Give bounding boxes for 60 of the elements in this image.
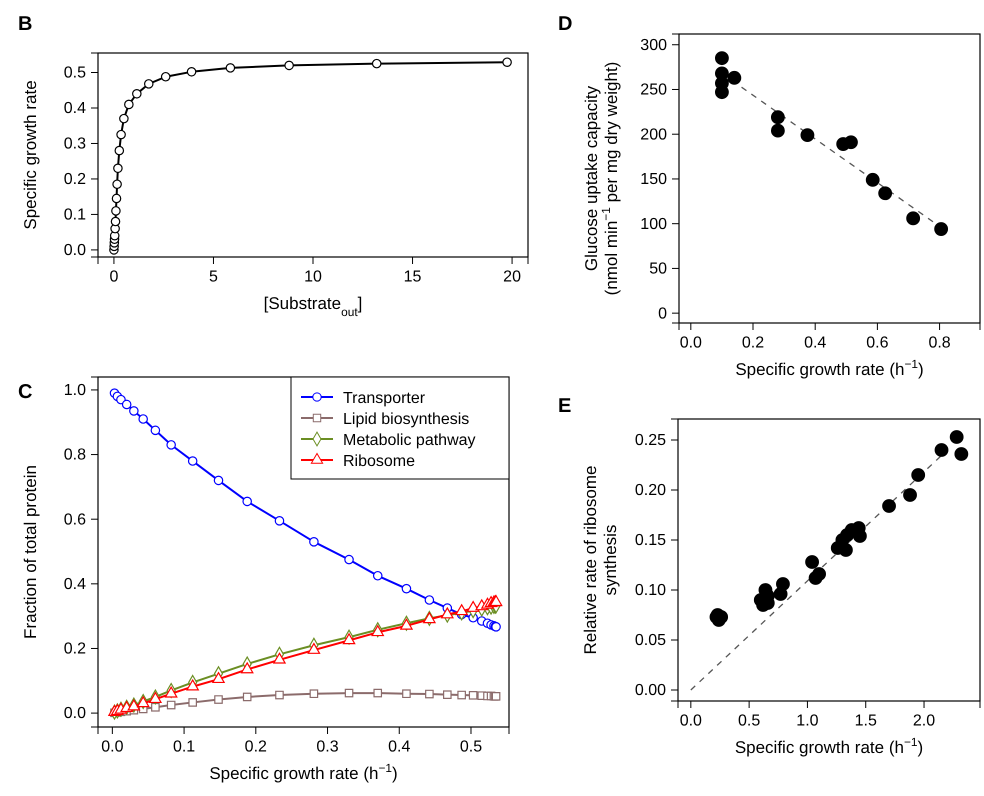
y-tick-label: 0.5 [64,64,86,82]
chart-title: D [558,13,572,35]
chart-title: E [558,395,572,417]
y-tick-label: 0.2 [64,171,86,188]
x-tick-label: 0.0 [101,738,124,756]
x-tick-label: 20 [503,268,522,286]
x-tick-label: 10 [304,268,322,286]
x-tick-label: 0.0 [680,334,702,352]
x-axis-title: Specific growth rate (h$^{−1}$) [735,357,924,379]
legend-label: Ribosome [343,453,416,470]
y-tick-label: 0.2 [64,640,86,658]
y-tick-label: 0.3 [64,136,86,153]
x-tick-label: 2.0 [912,712,936,730]
y-tick-label: 0.1 [64,206,86,224]
y-axis-title: Relative rate of ribosome synthesis [581,466,620,654]
y-tick-label: 100 [640,216,668,233]
y-tick-label: 0.6 [64,511,86,528]
x-tick-label: 0.5 [738,712,760,730]
x-axis-title: [Substrate$_{out}$] [264,294,362,319]
y-tick-label: 0.4 [64,576,86,593]
x-tick-label: 0.4 [388,738,410,756]
legend-label: Transporter [343,390,426,407]
x-tick-label: 0.4 [804,334,826,352]
y-axis-title: Fraction of total protein [21,465,40,639]
y-tick-label: 1.0 [64,382,86,400]
x-tick-label: 0.3 [316,738,339,756]
y-tick-label: 0.0 [64,242,86,260]
y-tick-label: 150 [640,171,668,188]
x-tick-label: 0.5 [460,738,482,756]
y-tick-label: 0.05 [634,632,666,650]
y-tick-label: 250 [640,82,668,99]
x-tick-label: 0.8 [928,334,951,352]
legend-label: Metabolic pathway [343,432,476,449]
x-axis-title: Specific growth rate (h$^{−1}$) [734,735,924,757]
legend-label: Lipid biosynthesis [343,411,470,428]
chart-title: B [18,13,32,35]
y-tick-label: 0 [658,305,668,322]
y-tick-label: 0.15 [634,532,666,550]
x-tick-label: 1.5 [854,712,877,730]
y-tick-label: 0.4 [64,100,86,118]
y-tick-label: 200 [640,126,668,144]
x-tick-label: 1.0 [796,712,819,730]
x-axis-title: Specific growth rate (h$^{−1}$) [209,761,398,783]
y-axis-title: Specific growth rate [21,80,40,230]
y-tick-label: 50 [649,260,668,278]
y-tick-label: 0.10 [634,582,666,600]
y-tick-label: 0.25 [634,432,666,450]
x-tick-label: 0 [109,268,118,286]
x-tick-label: 0.2 [742,334,764,352]
x-tick-label: 0.2 [244,738,268,756]
x-tick-label: 5 [209,268,218,286]
x-tick-label: 0.6 [866,334,889,352]
x-tick-label: 0.1 [172,738,196,756]
x-tick-label: 15 [404,268,422,286]
y-tick-label: 0.20 [634,482,666,500]
y-tick-label: 0.8 [64,446,86,464]
x-tick-label: 0.0 [680,712,702,730]
y-tick-label: 300 [640,36,668,54]
y-tick-label: 0.00 [634,682,666,700]
chart-title: C [18,381,32,403]
